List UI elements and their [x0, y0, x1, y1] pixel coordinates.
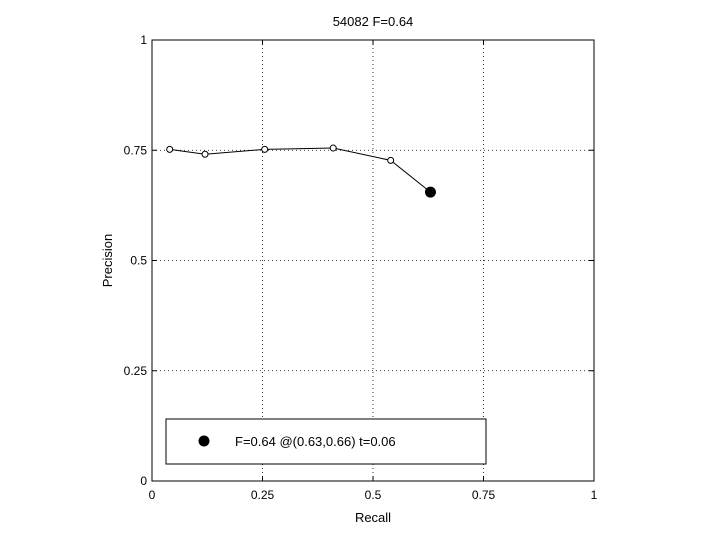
y-axis-title: Precision: [100, 234, 115, 287]
y-tick-label-4: 1: [140, 33, 147, 47]
data-series: [166, 144, 436, 198]
data-point-2: [261, 145, 269, 153]
data-point-1: [201, 150, 209, 158]
data-point-4: [387, 156, 395, 164]
legend-marker: [198, 435, 210, 447]
x-axis-title: Recall: [355, 510, 391, 525]
series-line-0: [169, 147, 431, 193]
legend: F=0.64 @(0.63,0.66) t=0.06: [165, 418, 487, 465]
axis-ticks: 0 0.25 0.5 0.75 1 0 0.25 0.5 0.75 1: [124, 33, 598, 502]
legend-entry-label: F=0.64 @(0.63,0.66) t=0.06: [235, 434, 396, 449]
y-tick-label-0: 0: [140, 474, 147, 488]
grid-lines: [152, 40, 594, 481]
data-point-0: [166, 145, 174, 153]
x-tick-label-3: 0.75: [472, 488, 496, 502]
y-tick-label-1: 0.25: [124, 364, 148, 378]
y-tick-label-3: 0.75: [124, 143, 148, 157]
data-point-3: [329, 144, 337, 152]
best-f-point: [424, 186, 436, 198]
x-tick-label-1: 0.25: [251, 488, 275, 502]
chart-title: 54082 F=0.64: [333, 14, 414, 29]
legend-box: [165, 418, 487, 465]
x-tick-label-2: 0.5: [365, 488, 382, 502]
x-tick-label-0: 0: [149, 488, 156, 502]
y-tick-label-2: 0.5: [130, 254, 147, 268]
x-tick-label-4: 1: [591, 488, 598, 502]
